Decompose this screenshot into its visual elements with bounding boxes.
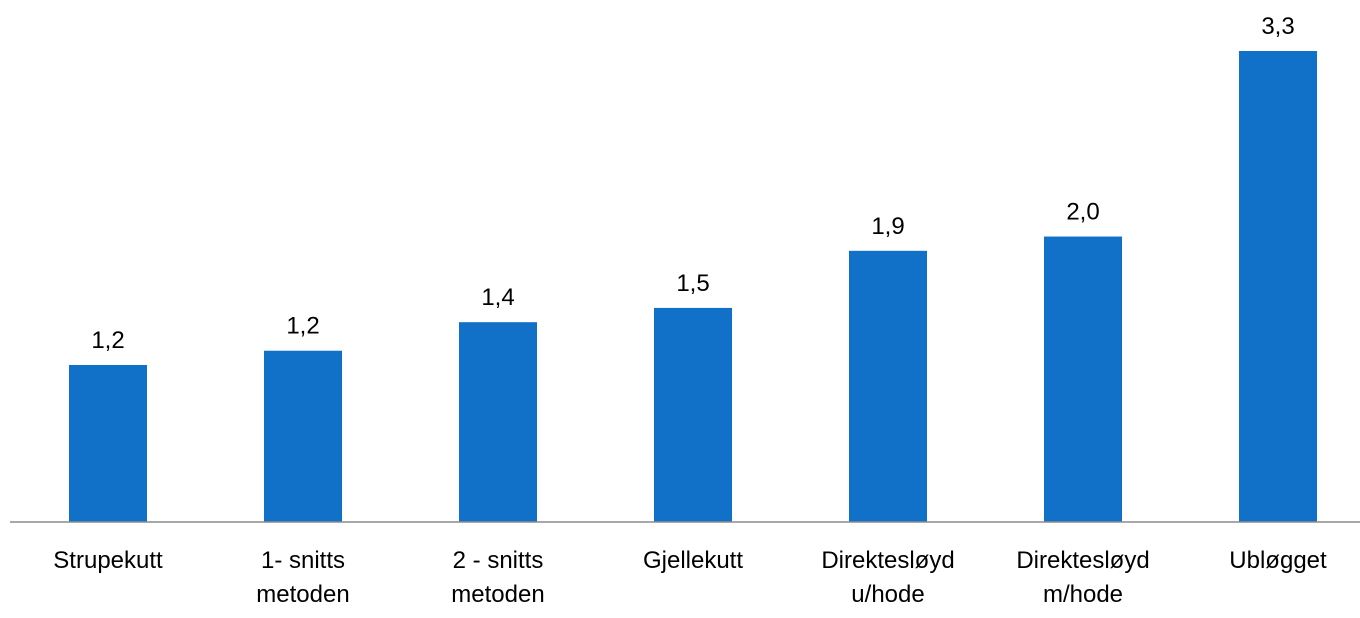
category-label-line: Gjellekutt: [643, 547, 743, 574]
value-label-1: 1,2: [91, 327, 124, 354]
category-label-line: u/hode: [851, 581, 924, 608]
category-label-4: Gjellekutt: [643, 547, 743, 574]
bar-4: [654, 307, 732, 522]
category-label-line: m/hode: [1043, 581, 1123, 608]
category-label-line: Ubløgget: [1229, 547, 1327, 574]
bar-2: [264, 350, 342, 522]
bar-1: [69, 365, 147, 522]
category-label-3: 2 - snitts metoden: [451, 547, 544, 608]
category-labels-layer: Strupekutt 1- snitts metoden 2 - snitts meto…: [53, 547, 1327, 608]
value-label-7: 3,3: [1261, 13, 1294, 40]
category-label-7: Ubløgget: [1229, 547, 1327, 574]
category-label-line: 1- snitts: [261, 547, 345, 574]
category-label-line: Strupekutt: [53, 547, 163, 574]
category-label-6: Direktesløyd m/hode: [1016, 547, 1149, 608]
bar-6: [1044, 236, 1122, 522]
category-label-line: metoden: [451, 581, 544, 608]
bar-7: [1239, 51, 1317, 522]
category-label-5: Direktesløyd u/hode: [821, 547, 954, 608]
bar-5: [849, 250, 927, 522]
value-labels-layer: 1,2 1,2 1,4 1,5 1,9 2,0 3,3: [91, 13, 1294, 354]
value-label-2: 1,2: [286, 313, 319, 340]
category-label-line: Direktesløyd: [1016, 547, 1149, 574]
category-label-line: 2 - snitts: [453, 547, 544, 574]
value-label-5: 1,9: [871, 213, 904, 240]
category-label-line: metoden: [256, 581, 349, 608]
value-label-3: 1,4: [481, 284, 514, 311]
category-label-1: Strupekutt: [53, 547, 163, 574]
category-label-2: 1- snitts metoden: [256, 547, 349, 608]
category-label-line: Direktesløyd: [821, 547, 954, 574]
value-label-6: 2,0: [1066, 199, 1099, 226]
bars-layer: [69, 51, 1317, 522]
value-label-4: 1,5: [676, 270, 709, 297]
bar-3: [459, 322, 537, 522]
